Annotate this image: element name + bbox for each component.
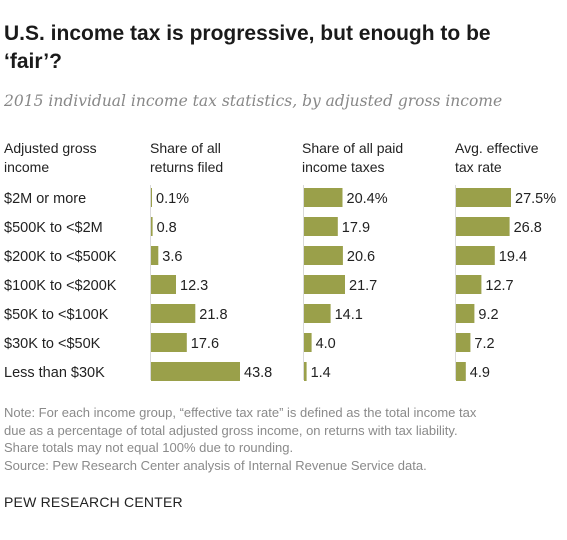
header-category-line2: income: [4, 159, 50, 175]
value-label-series2-row4: 21.7: [349, 278, 377, 294]
category-label-100k-to-200k: $100K to <$200K: [4, 278, 117, 294]
bar-series1-row6: [151, 333, 187, 352]
bar-series3-row3: [456, 246, 495, 265]
value-label-series1-row6: 17.6: [191, 336, 219, 352]
value-label-series2-row7: 1.4: [311, 365, 331, 381]
header-rate-line1: Avg. effective: [455, 140, 539, 156]
value-label-series3-row7: 4.9: [470, 365, 490, 381]
category-label-30k-to-50k: $30K to <$50K: [4, 336, 101, 352]
bar-series2-row6: [304, 333, 312, 352]
bar-chart: $2M or more $500K to <$2M $200K to <$500K $…: [4, 188, 556, 381]
header-category: Adjusted gross income: [4, 139, 97, 177]
value-label-series2-row1: 20.4%: [347, 191, 388, 207]
value-label-series1-row5: 21.8: [199, 307, 227, 323]
column-axis-rate: [455, 185, 456, 380]
category-label-200k-to-500k: $200K to <$500K: [4, 249, 117, 265]
chart-subtitle: 2015 individual income tax statistics, b…: [4, 92, 503, 110]
note-line-1: Note: For each income group, “effective …: [4, 405, 477, 420]
note-line-3: Share totals may not equal 100% due to r…: [4, 440, 294, 455]
chart-title: U.S. income tax is progressive, but enou…: [4, 22, 491, 73]
bar-series1-row2: [151, 217, 153, 236]
value-label-series3-row6: 7.2: [474, 336, 494, 352]
column-axis-taxes: [303, 185, 304, 380]
brand-footer: PEW RESEARCH CENTER: [4, 494, 183, 510]
value-label-series1-row1: 0.1%: [156, 191, 189, 207]
value-label-series3-row4: 12.7: [485, 278, 513, 294]
bar-series3-row4: [456, 275, 482, 294]
chart-note: Note: For each income group, “effective …: [4, 404, 564, 474]
bar-series1-row7: [151, 362, 240, 381]
category-label-less-than-30k: Less than $30K: [4, 365, 105, 381]
header-returns-line1: Share of all: [150, 140, 221, 156]
bar-series2-row2: [304, 217, 338, 236]
value-label-series3-row3: 19.4: [499, 249, 527, 265]
category-label-2m-or-more: $2M or more: [4, 191, 86, 207]
value-label-series1-row3: 3.6: [162, 249, 182, 265]
bar-series3-row7: [456, 362, 466, 381]
value-label-series3-row5: 9.2: [478, 307, 498, 323]
value-label-series2-row3: 20.6: [347, 249, 375, 265]
bar-series1-row3: [151, 246, 159, 265]
column-axis-returns: [150, 185, 151, 380]
value-label-series2-row2: 17.9: [342, 220, 370, 236]
header-returns-line2: returns filed: [150, 159, 224, 175]
bar-series1-row5: [151, 304, 196, 323]
bar-series1-row4: [151, 275, 176, 294]
bar-series3-row1: [456, 188, 511, 207]
value-label-series2-row6: 4.0: [316, 336, 336, 352]
bar-series3-row6: [456, 333, 471, 352]
header-category-line1: Adjusted gross: [4, 140, 97, 156]
note-source: Source: Pew Research Center analysis of …: [4, 457, 427, 473]
category-label-50k-to-100k: $50K to <$100K: [4, 307, 109, 323]
value-label-series1-row2: 0.8: [157, 220, 177, 236]
header-taxes-line1: Share of all paid: [302, 140, 404, 156]
bar-series1-row1: [151, 188, 152, 207]
note-line-2: due as a percentage of total adjusted gr…: [4, 422, 458, 438]
bar-series3-row2: [456, 217, 510, 236]
bar-series2-row7: [304, 362, 307, 381]
bar-series3-row5: [456, 304, 475, 323]
value-label-series3-row1: 27.5%: [515, 191, 556, 207]
bar-series2-row4: [304, 275, 345, 294]
header-rate: Avg. effective tax rate: [455, 139, 539, 177]
bar-series2-row3: [304, 246, 343, 265]
header-rate-line2: tax rate: [455, 159, 502, 175]
bar-series2-row5: [304, 304, 331, 323]
value-label-series3-row2: 26.8: [514, 220, 542, 236]
value-label-series1-row4: 12.3: [180, 278, 208, 294]
header-taxes-line2: income taxes: [302, 159, 385, 175]
value-label-series2-row5: 14.1: [335, 307, 363, 323]
category-label-500k-to-2m: $500K to <$2M: [4, 220, 103, 236]
header-returns: Share of all returns filed: [150, 139, 223, 177]
header-taxes: Share of all paid income taxes: [302, 139, 403, 177]
bar-series2-row1: [304, 188, 343, 207]
value-label-series1-row7: 43.8: [244, 365, 272, 381]
